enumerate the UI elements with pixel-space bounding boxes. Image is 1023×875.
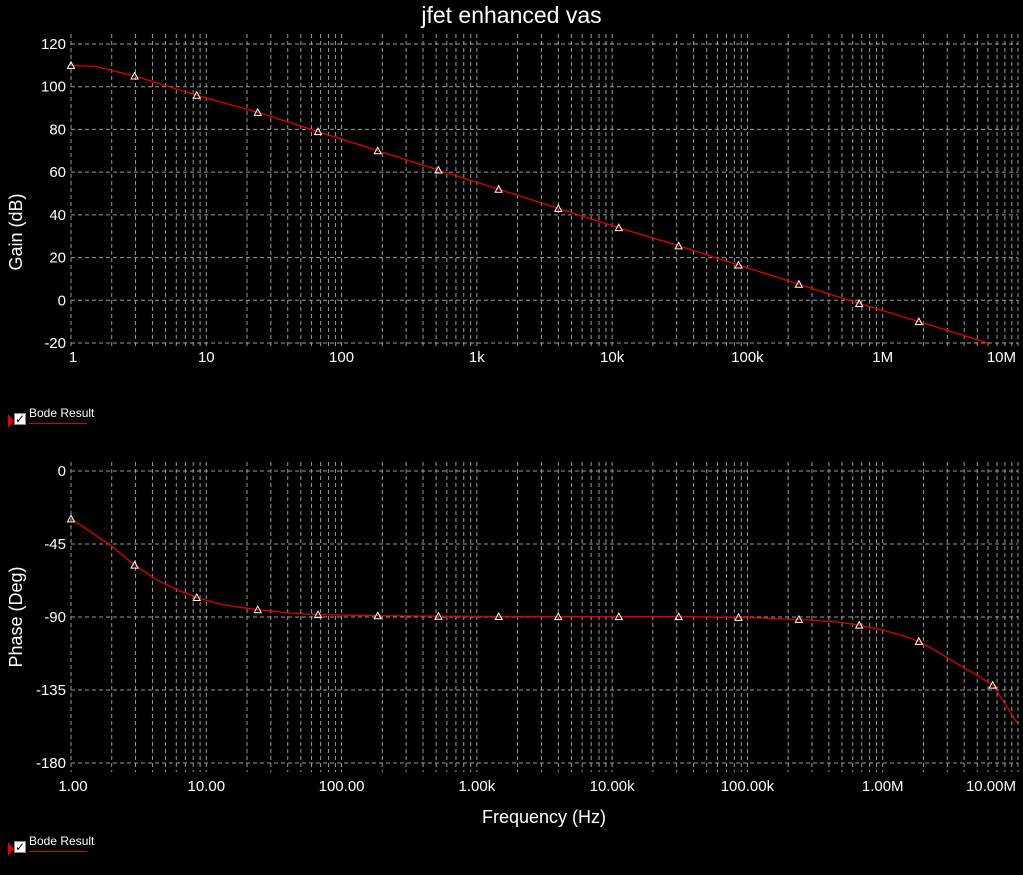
legend-marker-arrow-icon <box>8 842 14 856</box>
phase-tick-labels: -180 -135 -90 -45 0 1.00 10.00 100.00 1.00k 10.00… <box>36 463 1016 795</box>
legend-swatch <box>29 423 87 424</box>
y-tick-label: -20 <box>44 335 66 352</box>
data-point-marker <box>854 620 864 629</box>
data-point-marker <box>192 592 202 602</box>
data-point-marker <box>553 203 563 212</box>
data-point-marker <box>614 223 624 232</box>
data-point-marker <box>192 90 202 99</box>
data-point-marker <box>734 612 743 621</box>
x-tick-label: 1k <box>469 349 485 366</box>
x-tick-label: 10k <box>600 349 625 366</box>
x-tick-label: 1M <box>872 349 893 366</box>
y-tick-label: -180 <box>36 755 66 772</box>
x-tick-label: 100.00k <box>721 778 775 795</box>
data-point-marker <box>130 560 139 569</box>
y-tick-label: -135 <box>36 682 66 699</box>
y-tick-label: -45 <box>44 536 66 553</box>
gain-grid <box>70 34 1019 346</box>
x-tick-label: 10 <box>198 349 215 366</box>
data-point-marker <box>794 279 804 288</box>
y-tick-label: 0 <box>58 463 66 480</box>
x-tick-label: 1.00 <box>58 778 87 795</box>
y-tick-label: 0 <box>58 292 66 309</box>
data-point-marker <box>988 680 998 689</box>
legend-label: Bode Result <box>29 406 95 420</box>
data-point-marker <box>794 614 804 623</box>
x-tick-label: 1 <box>69 349 77 366</box>
data-point-marker <box>614 612 624 621</box>
x-tick-label: 10.00M <box>966 778 1016 795</box>
legend-label: Bode Result <box>29 834 95 848</box>
legend-marker-arrow-icon <box>8 414 14 428</box>
data-point-marker <box>734 260 743 269</box>
data-point-marker <box>253 605 263 614</box>
x-tick-label: 10.00 <box>188 778 226 795</box>
gain-series <box>66 60 989 344</box>
series-line <box>71 518 1018 726</box>
y-tick-label: 120 <box>41 36 66 53</box>
data-point-marker <box>553 612 563 621</box>
data-point-marker <box>66 60 76 69</box>
data-point-marker <box>914 317 924 326</box>
y-tick-label: -90 <box>44 609 66 626</box>
data-point-marker <box>494 184 504 193</box>
data-point-marker <box>854 298 864 307</box>
x-tick-label: 10M <box>987 349 1016 366</box>
x-tick-label: 100.00 <box>319 778 365 795</box>
x-tick-label: 100 <box>329 349 354 366</box>
data-point-marker <box>66 514 76 523</box>
data-point-marker <box>373 611 383 620</box>
phase-series <box>66 514 1018 726</box>
data-point-marker <box>313 610 323 619</box>
y-tick-label: 40 <box>49 207 66 224</box>
x-tick-label: 1.00M <box>862 778 904 795</box>
legend-checkbox[interactable]: ✓ <box>14 412 26 426</box>
data-point-marker <box>373 146 383 155</box>
data-point-marker <box>674 612 683 621</box>
phase-axis-label: Phase (Deg) <box>6 566 26 667</box>
data-point-marker <box>914 636 924 645</box>
y-tick-label: 60 <box>49 164 66 181</box>
x-tick-label: 10.00k <box>590 778 636 795</box>
gain-axis-label: Gain (dB) <box>6 193 26 270</box>
data-point-marker <box>130 71 139 80</box>
data-point-marker <box>434 165 443 174</box>
legend-checkbox[interactable]: ✓ <box>14 840 26 854</box>
legend-swatch <box>29 851 87 852</box>
data-point-marker <box>494 611 504 621</box>
frequency-axis-label: Frequency (Hz) <box>482 807 606 827</box>
data-point-marker <box>434 611 443 620</box>
y-tick-label: 80 <box>49 121 66 138</box>
data-point-marker <box>253 107 263 116</box>
y-tick-label: 20 <box>49 250 66 267</box>
x-tick-label: 1.00k <box>459 778 496 795</box>
y-tick-label: 100 <box>41 79 66 96</box>
series-line <box>71 64 989 344</box>
data-point-marker <box>313 127 323 136</box>
chart-title: jfet enhanced vas <box>421 2 602 28</box>
x-tick-label: 100k <box>731 349 764 366</box>
data-point-marker <box>674 241 683 250</box>
